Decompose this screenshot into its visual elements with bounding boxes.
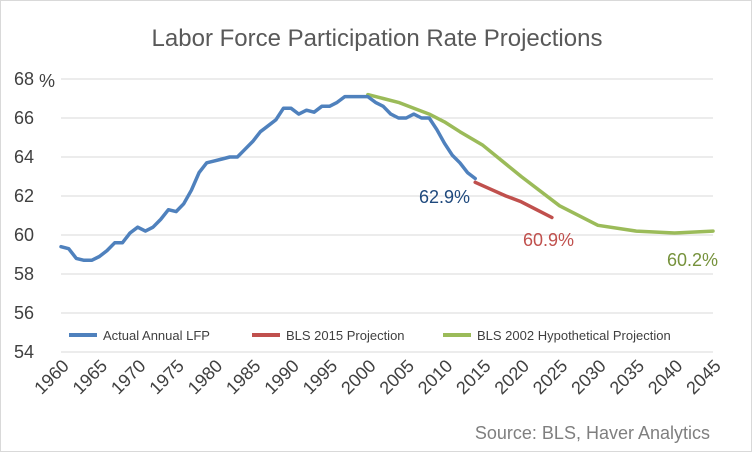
x-tick-label: 2020 — [491, 356, 533, 398]
series-line-actual — [59, 94, 477, 263]
legend-label-bls2015: BLS 2015 Projection — [286, 328, 405, 343]
x-tick-label: 2035 — [606, 356, 648, 398]
x-tick-label: 2015 — [452, 356, 494, 398]
legend-item-bls2002: BLS 2002 Hypothetical Projection — [443, 328, 671, 343]
legend-label-actual: Actual Annual LFP — [103, 328, 210, 343]
x-tick-label: 1985 — [222, 356, 264, 398]
legend: Actual Annual LFP BLS 2015 Projection BL… — [69, 328, 671, 343]
x-tick-label: 2040 — [644, 356, 686, 398]
chart-title: Labor Force Participation Rate Projectio… — [152, 25, 603, 52]
x-tick-label: 1960 — [30, 356, 72, 398]
x-tick-label: 2000 — [337, 356, 379, 398]
x-tick-label: 1995 — [299, 356, 341, 398]
y-tick-label: 56 — [14, 303, 34, 323]
y-axis-ticks: 54 56 58 60 62 64 66 68 — [14, 69, 34, 362]
y-tick-label: 60 — [14, 225, 34, 245]
gridlines — [61, 78, 713, 353]
x-tick-label: 1965 — [69, 356, 111, 398]
annotation-bls2015-last-value: 60.9% — [523, 230, 574, 250]
x-tick-label: 2030 — [567, 356, 609, 398]
y-unit-label: % — [39, 71, 55, 91]
y-tick-label: 64 — [14, 147, 34, 167]
y-tick-label: 54 — [14, 342, 34, 362]
series-lines — [59, 92, 715, 263]
x-tick-label: 1970 — [107, 356, 149, 398]
legend-item-bls2015: BLS 2015 Projection — [252, 328, 405, 343]
x-tick-label: 1975 — [145, 356, 187, 398]
x-tick-label: 1980 — [184, 356, 226, 398]
x-tick-label: 2005 — [376, 356, 418, 398]
y-tick-label: 66 — [14, 108, 34, 128]
x-tick-label: 2010 — [414, 356, 456, 398]
x-tick-label: 2025 — [529, 356, 571, 398]
source-note: Source: BLS, Haver Analytics — [475, 423, 710, 443]
series-line-bls2002 — [366, 92, 715, 235]
y-tick-label: 58 — [14, 264, 34, 284]
series-line-bls2015 — [473, 180, 554, 220]
x-tick-label: 2045 — [682, 356, 724, 398]
x-axis-ticks: 1960196519701975198019851990199520002005… — [30, 356, 724, 398]
y-tick-label: 68 — [14, 69, 34, 89]
legend-item-actual: Actual Annual LFP — [69, 328, 210, 343]
x-tick-label: 1990 — [260, 356, 302, 398]
annotation-bls2002-last-value: 60.2% — [667, 250, 718, 270]
y-tick-label: 62 — [14, 186, 34, 206]
annotation-actual-last-value: 62.9% — [419, 187, 470, 207]
legend-label-bls2002: BLS 2002 Hypothetical Projection — [477, 328, 671, 343]
